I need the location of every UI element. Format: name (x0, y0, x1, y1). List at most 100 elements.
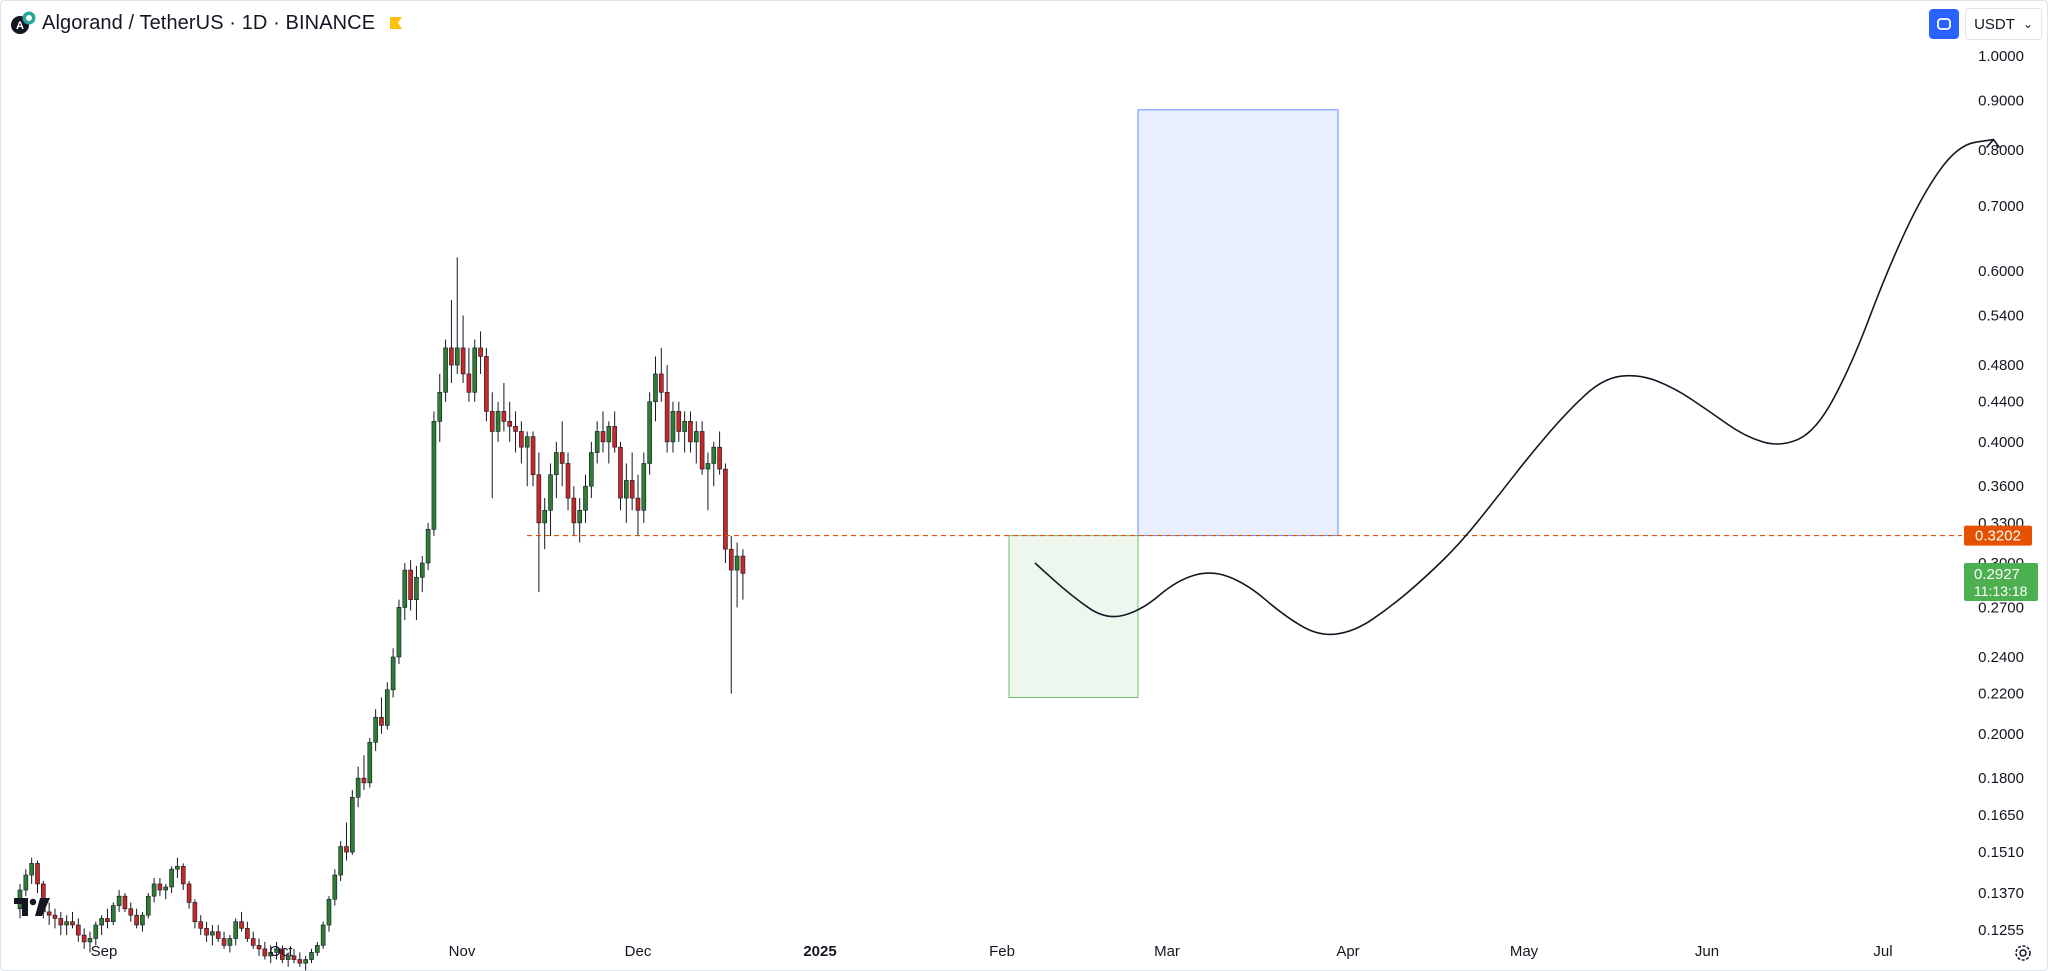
candle-down (484, 356, 489, 412)
price-tick-label: 0.2000 (1978, 726, 2024, 743)
candle-up (210, 931, 215, 936)
candle-down (728, 548, 734, 571)
candle-up (443, 347, 448, 393)
candle-down (478, 347, 483, 357)
time-tick-label: Nov (449, 943, 476, 960)
candle-up (647, 401, 652, 464)
price-tick-label: 0.1800 (1978, 770, 2024, 787)
candle-up (233, 921, 239, 939)
settings-gear-icon[interactable] (2012, 942, 2034, 964)
sync-button[interactable] (1929, 9, 1960, 39)
candle-up (705, 463, 711, 470)
candle-down (664, 391, 670, 443)
candle-down (46, 911, 52, 916)
candle-down (297, 959, 303, 964)
candle-down (256, 945, 262, 950)
price-tick-label: 1.0000 (1978, 48, 2024, 65)
price-tick-label: 0.1255 (1978, 922, 2024, 939)
candle-up (554, 452, 559, 475)
candle-down (361, 777, 367, 784)
candle-down (723, 468, 728, 550)
price-tick-label: 0.4400 (1978, 394, 2024, 411)
currency-label: USDT (1974, 15, 2015, 33)
candle-down (536, 474, 542, 524)
candle-down (466, 373, 472, 393)
candle-up (589, 452, 594, 487)
candle-up (93, 924, 99, 939)
candle-up (583, 485, 588, 511)
candle-up (390, 656, 396, 691)
candle-down (192, 902, 198, 922)
symbol-title[interactable]: Algorand / TetherUS · 1D · BINANCE (42, 11, 376, 34)
candle-up (670, 411, 676, 443)
time-tick-label: Oct (269, 943, 293, 960)
price-tick-label: 0.2700 (1978, 599, 2024, 616)
candle-down (699, 431, 705, 470)
price-tick-label: 0.4000 (1978, 434, 2024, 451)
candle-down (612, 426, 617, 448)
candle-up (350, 796, 355, 853)
candle-up (542, 510, 548, 524)
time-axis: Sep Oct Nov Dec 2025 Feb Mar Apr May Jun Jul (91, 943, 1893, 960)
candle-down (676, 411, 682, 432)
candle-up (169, 868, 174, 888)
candle-up (268, 952, 273, 957)
bar-countdown-label: 11:13:18 (1974, 583, 2028, 599)
price-tick-label: 0.3600 (1978, 478, 2024, 495)
price-axis: 1.0000 0.9000 0.8000 0.7000 0.6000 0.5400 0.48… (1978, 48, 2024, 939)
resistance-price-badge (1964, 525, 2032, 546)
candle-up (624, 480, 629, 499)
candle-up (309, 952, 314, 960)
candle-up (437, 391, 443, 422)
candle-up (373, 716, 378, 743)
candle-up (303, 959, 308, 964)
currency-selector[interactable]: USDT ⌄ (1965, 8, 2042, 40)
candle-up (472, 347, 478, 393)
candle-up (320, 924, 326, 946)
candle-down (507, 421, 513, 427)
price-tick-label: 0.9000 (1978, 92, 2024, 109)
candle-up (355, 777, 361, 798)
candle-down (379, 716, 384, 726)
tradingview-logo-icon[interactable] (14, 896, 52, 923)
zones-layer (1008, 109, 1339, 698)
candle-down (128, 908, 134, 916)
candle-up (332, 874, 338, 900)
candle-down (740, 555, 746, 574)
candle-up (140, 914, 145, 926)
price-tick-label: 0.6000 (1978, 263, 2024, 280)
candle-down (618, 446, 623, 499)
candle-up (163, 886, 169, 891)
candle-up (151, 883, 157, 897)
candle-down (122, 895, 128, 910)
svg-text:A: A (16, 20, 24, 32)
price-tick-label: 0.1510 (1978, 844, 2024, 861)
candle-up (454, 347, 460, 366)
candle-down (565, 463, 571, 499)
candle-down (489, 411, 495, 432)
candles-layer (17, 257, 746, 971)
candle-up (338, 846, 343, 876)
candle-up (425, 529, 431, 564)
candle-down (571, 497, 577, 524)
price-tick-label: 0.4800 (1978, 357, 2024, 374)
candle-down (134, 914, 139, 926)
candle-up (99, 918, 104, 926)
price-tick-label: 0.1370 (1978, 885, 2024, 902)
flag-icon[interactable] (389, 16, 403, 30)
candle-down (245, 928, 250, 939)
candle-up (548, 474, 553, 511)
time-tick-label: Feb (989, 943, 1015, 960)
candle-up (110, 905, 116, 922)
candle-down (186, 883, 192, 903)
candle-up (315, 945, 320, 953)
candle-up (64, 921, 69, 926)
candle-down (513, 426, 518, 432)
candle-down (239, 921, 244, 929)
price-tick-label: 0.7000 (1978, 198, 2024, 215)
candle-down (52, 914, 58, 919)
resistance-price-label: 0.3202 (1975, 528, 2021, 545)
time-tick-label: May (1510, 943, 1539, 960)
